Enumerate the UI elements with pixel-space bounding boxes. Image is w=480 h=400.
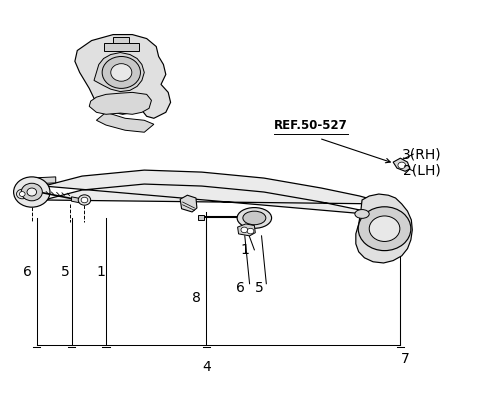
Text: 6: 6 xyxy=(236,281,244,295)
Text: 1: 1 xyxy=(97,265,106,279)
Text: REF.50-527: REF.50-527 xyxy=(274,119,347,132)
Circle shape xyxy=(369,216,400,242)
Text: 3(RH): 3(RH) xyxy=(402,147,442,161)
Circle shape xyxy=(13,177,50,207)
Text: 1: 1 xyxy=(240,243,249,257)
Circle shape xyxy=(111,64,132,81)
Polygon shape xyxy=(356,194,412,263)
Text: 2(LH): 2(LH) xyxy=(403,164,441,178)
Circle shape xyxy=(21,183,42,201)
Polygon shape xyxy=(75,34,170,118)
Text: 5: 5 xyxy=(255,281,264,295)
Text: 6: 6 xyxy=(23,265,32,279)
Polygon shape xyxy=(198,215,204,220)
Circle shape xyxy=(19,192,25,196)
Circle shape xyxy=(78,195,91,205)
Ellipse shape xyxy=(243,211,266,225)
Polygon shape xyxy=(44,170,388,216)
Polygon shape xyxy=(393,158,410,171)
Polygon shape xyxy=(96,112,154,132)
Circle shape xyxy=(247,228,254,234)
Polygon shape xyxy=(180,195,197,212)
Polygon shape xyxy=(113,36,129,42)
Text: 7: 7 xyxy=(401,352,409,366)
Ellipse shape xyxy=(355,210,369,218)
Polygon shape xyxy=(72,197,80,203)
Circle shape xyxy=(81,197,88,203)
Circle shape xyxy=(16,189,28,199)
Text: 8: 8 xyxy=(192,291,201,305)
Ellipse shape xyxy=(237,208,272,228)
Circle shape xyxy=(358,207,411,251)
Polygon shape xyxy=(104,42,140,50)
Circle shape xyxy=(102,56,141,88)
Polygon shape xyxy=(29,177,56,184)
Circle shape xyxy=(398,162,406,168)
Text: 4: 4 xyxy=(202,360,211,374)
Circle shape xyxy=(241,227,248,233)
Circle shape xyxy=(27,188,36,196)
Polygon shape xyxy=(238,224,255,236)
Text: 5: 5 xyxy=(61,265,70,279)
Polygon shape xyxy=(94,52,144,92)
Polygon shape xyxy=(89,92,152,114)
